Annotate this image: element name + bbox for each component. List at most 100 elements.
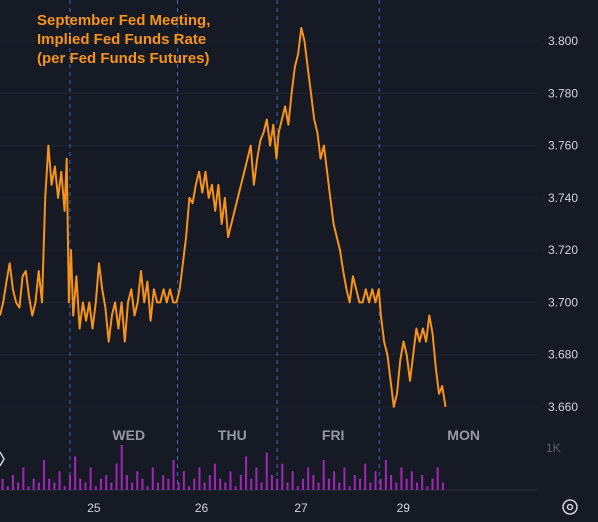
chart-title-line-1: September Fed Meeting, bbox=[37, 12, 210, 29]
volume-bar bbox=[281, 463, 284, 490]
chart-title-line-3: (per Fed Funds Futures) bbox=[37, 50, 210, 67]
y-tick-label: 3.780 bbox=[548, 86, 578, 100]
volume-bar bbox=[203, 482, 206, 490]
volume-axis-label: 1K bbox=[546, 441, 561, 455]
volume-bar bbox=[110, 482, 113, 490]
volume-bar bbox=[312, 475, 315, 490]
volume-bar bbox=[37, 482, 40, 490]
day-label: THU bbox=[218, 427, 247, 443]
volume-bar bbox=[99, 478, 103, 490]
volume-bar bbox=[415, 482, 419, 490]
volume-bar bbox=[343, 467, 346, 490]
day-label: FRI bbox=[322, 427, 345, 443]
x-tick-label: 27 bbox=[294, 501, 308, 515]
x-axis-ticks: 25 26 27 29 bbox=[87, 501, 410, 515]
volume-bar bbox=[136, 471, 139, 490]
volume-bar bbox=[224, 482, 227, 490]
volume-bar bbox=[11, 475, 14, 490]
volume-bar bbox=[162, 475, 165, 490]
volume-bar bbox=[131, 482, 134, 490]
volume-bar bbox=[410, 471, 413, 490]
x-tick-label: 26 bbox=[195, 501, 209, 515]
volume-bar bbox=[141, 478, 144, 490]
y-tick-label: 3.720 bbox=[548, 243, 578, 257]
volume-bar bbox=[120, 445, 123, 490]
price-line-series bbox=[0, 27, 447, 408]
volume-bar bbox=[239, 475, 242, 490]
volume-bar bbox=[333, 471, 336, 490]
volume-bar bbox=[426, 486, 429, 490]
volume-bar bbox=[94, 486, 97, 490]
volume-bar bbox=[358, 478, 362, 490]
volume-bar bbox=[348, 486, 351, 490]
y-tick-label: 3.800 bbox=[548, 34, 578, 48]
y-tick-label: 3.700 bbox=[548, 295, 578, 309]
volume-bar bbox=[156, 482, 160, 490]
volume-bar bbox=[115, 463, 118, 490]
volume-bar bbox=[89, 467, 92, 490]
volume-bar bbox=[322, 460, 325, 490]
x-tick-label: 29 bbox=[397, 501, 411, 515]
volume-bar bbox=[79, 478, 82, 490]
volume-bar bbox=[245, 456, 248, 490]
volume-bar bbox=[291, 471, 294, 490]
volume-bar bbox=[384, 460, 387, 490]
settings-gear-icon[interactable] bbox=[562, 499, 578, 515]
volume-bar bbox=[255, 467, 258, 490]
day-of-week-labels: WED THU FRI MON bbox=[112, 427, 480, 443]
volume-bars bbox=[0, 445, 538, 491]
volume-bar bbox=[48, 478, 51, 490]
session-separators bbox=[69, 0, 380, 490]
chevron-right-icon[interactable] bbox=[0, 451, 5, 467]
volume-bar bbox=[193, 478, 196, 490]
volume-bar bbox=[400, 467, 403, 490]
volume-bar bbox=[421, 475, 424, 490]
volume-bar bbox=[374, 471, 377, 490]
volume-bar bbox=[301, 478, 305, 490]
volume-bar bbox=[270, 475, 273, 490]
volume-bar bbox=[234, 486, 237, 490]
volume-bar bbox=[172, 460, 175, 490]
volume-bar bbox=[369, 482, 372, 490]
x-tick-label: 25 bbox=[87, 501, 101, 515]
y-tick-label: 3.740 bbox=[548, 191, 578, 205]
volume-bar bbox=[250, 478, 253, 490]
volume-bar bbox=[265, 452, 268, 490]
volume-bar bbox=[219, 478, 222, 490]
volume-bar bbox=[17, 482, 20, 490]
volume-bar bbox=[307, 467, 310, 490]
volume-bar bbox=[6, 486, 9, 490]
y-tick-label: 3.760 bbox=[548, 139, 578, 153]
y-tick-label: 3.680 bbox=[548, 348, 578, 362]
day-label: MON bbox=[447, 427, 480, 443]
volume-bar bbox=[296, 486, 299, 490]
volume-bar bbox=[125, 475, 128, 490]
volume-bar bbox=[276, 478, 279, 490]
volume-bar bbox=[42, 460, 46, 490]
volume-bar bbox=[390, 475, 393, 490]
day-label: WED bbox=[112, 427, 145, 443]
volume-bar bbox=[431, 478, 434, 490]
volume-bar bbox=[286, 482, 289, 490]
volume-bar bbox=[364, 463, 367, 490]
volume-bar bbox=[395, 482, 398, 490]
volume-bar bbox=[32, 478, 35, 490]
volume-bar bbox=[405, 478, 408, 490]
volume-bar bbox=[198, 467, 201, 490]
volume-bar bbox=[53, 482, 56, 490]
volume-bar bbox=[63, 486, 66, 490]
volume-bar bbox=[74, 456, 77, 490]
y-tick-label: 3.660 bbox=[548, 400, 578, 414]
volume-bar bbox=[182, 471, 185, 490]
volume-bar bbox=[188, 486, 191, 490]
volume-bar bbox=[1, 478, 4, 490]
volume-bar bbox=[22, 467, 25, 490]
volume-bar bbox=[84, 482, 87, 490]
volume-bar bbox=[327, 478, 330, 490]
chart-title-line-2: Implied Fed Funds Rate bbox=[37, 31, 206, 48]
volume-bar bbox=[229, 471, 232, 490]
volume-bar bbox=[338, 482, 341, 490]
